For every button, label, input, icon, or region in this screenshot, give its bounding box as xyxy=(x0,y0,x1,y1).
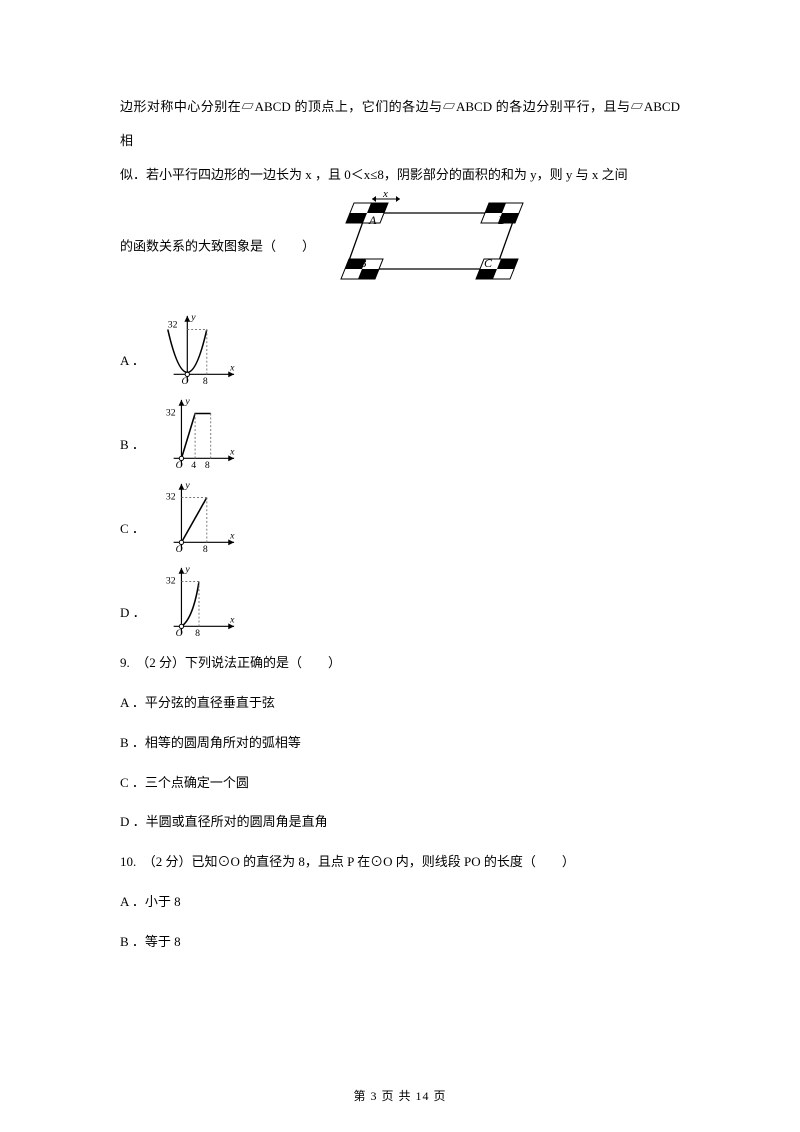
svg-text:32: 32 xyxy=(166,408,176,419)
svg-text:32: 32 xyxy=(168,320,178,331)
svg-text:x: x xyxy=(229,531,235,542)
svg-text:8: 8 xyxy=(205,460,210,471)
label-B: B xyxy=(359,256,367,270)
label-D: D xyxy=(497,213,507,227)
svg-text:32: 32 xyxy=(166,492,176,503)
graph-b: 32 O 4 8 x y xyxy=(160,394,238,472)
option-d-label: D ． xyxy=(120,596,160,640)
graph-d: 32 O 8 x y xyxy=(160,562,238,640)
q9-option-a: A ．平分弦的直径垂直于弦 xyxy=(120,686,680,720)
svg-text:O: O xyxy=(176,460,183,471)
q9-option-b: B ．相等的圆周角所对的弧相等 xyxy=(120,726,680,760)
svg-text:x: x xyxy=(229,447,235,458)
q9-option-d: D ．半圆或直径所对的圆周角是直角 xyxy=(120,805,680,839)
option-b-label: B ． xyxy=(120,428,160,472)
svg-text:O: O xyxy=(181,376,188,387)
q9-stem: 9. （2 分）下列说法正确的是（ ） xyxy=(120,646,680,680)
label-A: A xyxy=(368,213,377,227)
svg-text:O: O xyxy=(176,544,183,555)
svg-text:8: 8 xyxy=(195,628,200,639)
svg-text:8: 8 xyxy=(203,544,208,555)
intro-line-2: 似．若小平行四边形的一边长为 x ，且 0＜x≤8，阴影部分的面积的和为 y，则… xyxy=(120,158,680,192)
intro-line-3-text: 的函数关系的大致图象是（ ） xyxy=(120,239,315,254)
svg-text:x: x xyxy=(229,363,235,374)
label-C: C xyxy=(484,256,493,270)
graph-a: 32 O 8 x y xyxy=(160,310,238,388)
intro-line-3: 的函数关系的大致图象是（ ） xyxy=(120,191,680,304)
svg-text:4: 4 xyxy=(191,460,196,471)
svg-text:y: y xyxy=(184,564,190,575)
svg-text:O: O xyxy=(176,628,183,639)
q9-option-c: C ．三个点确定一个圆 xyxy=(120,766,680,800)
intro-line-1: 边形对称中心分别在▱ABCD 的顶点上，它们的各边与▱ABCD 的各边分别平行，… xyxy=(120,90,680,158)
label-x: x xyxy=(382,191,388,200)
page-content: 边形对称中心分别在▱ABCD 的顶点上，它们的各边与▱ABCD 的各边分别平行，… xyxy=(0,0,800,959)
q10-option-b: B ．等于 8 xyxy=(120,925,680,959)
q8-option-d: D ． 32 O 8 x y xyxy=(120,562,680,640)
svg-text:32: 32 xyxy=(166,576,176,587)
q8-option-a: A ． 32 O 8 x y xyxy=(120,310,680,388)
q8-option-b: B ． 32 O 4 8 x y xyxy=(120,394,680,472)
parallelogram-figure: x A D B C xyxy=(326,191,536,304)
q10-stem: 10. （2 分）已知⊙O 的直径为 8，且点 P 在⊙O 内，则线段 PO 的… xyxy=(120,845,680,879)
svg-text:8: 8 xyxy=(203,376,208,387)
graph-c: 32 O 8 x y xyxy=(160,478,238,556)
q8-option-c: C ． 32 O 8 x y xyxy=(120,478,680,556)
svg-text:y: y xyxy=(184,480,190,491)
option-c-label: C ． xyxy=(120,512,160,556)
q10-option-a: A ．小于 8 xyxy=(120,885,680,919)
page-footer: 第 3 页 共 14 页 xyxy=(0,1087,800,1104)
svg-text:x: x xyxy=(229,615,235,626)
option-a-label: A ． xyxy=(120,344,160,388)
svg-text:y: y xyxy=(184,396,190,407)
svg-text:y: y xyxy=(190,312,196,323)
